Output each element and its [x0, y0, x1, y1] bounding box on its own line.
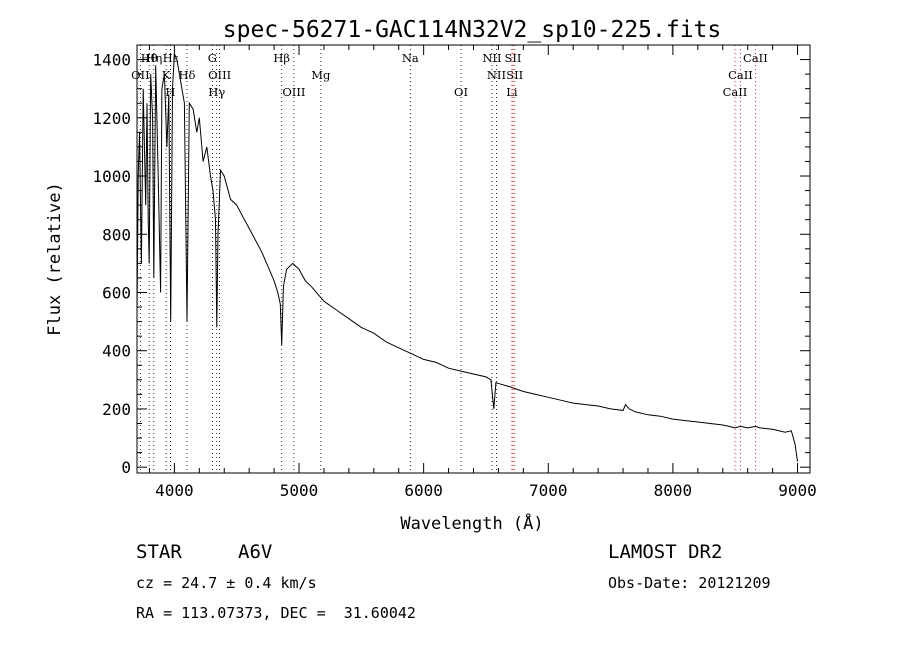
- y-tick-label: 0: [121, 458, 131, 477]
- marker-label-10: Hβ: [273, 51, 290, 65]
- plot-frame: [136, 44, 811, 474]
- survey-name: LAMOST DR2: [608, 541, 723, 563]
- marker-label-6: Hδ: [178, 68, 195, 82]
- y-axis-ticks: 0 200 400 600 800 1000 1200 1400: [92, 51, 810, 477]
- marker-label-18: SII: [506, 68, 523, 82]
- marker-label-17: SII: [505, 51, 522, 65]
- y-axis-label: Flux (relative): [45, 182, 65, 336]
- marker-label-19: Li: [506, 85, 518, 99]
- marker-label-11: OIII: [282, 85, 305, 99]
- marker-label-8: OIII: [208, 68, 231, 82]
- y-tick-label: 200: [102, 400, 131, 419]
- x-axis-ticks: 4000 5000 6000 7000 8000 9000: [148, 45, 817, 500]
- spectrum-series-line: [136, 53, 798, 462]
- sky-coordinates: RA = 113.07373, DEC = 31.60042: [136, 604, 416, 622]
- marker-label-2: OII: [131, 68, 150, 82]
- y-tick-label: 800: [102, 225, 131, 244]
- y-tick-label: 600: [102, 283, 131, 302]
- y-tick-label: 1000: [92, 167, 131, 186]
- y-tick-label: 1200: [92, 109, 131, 128]
- x-tick-label: 5000: [280, 481, 319, 500]
- marker-label-9: Hγ: [208, 85, 225, 99]
- marker-label-16: NII: [487, 68, 506, 82]
- marker-label-0: Hθ: [141, 51, 158, 65]
- marker-label-1: Hη: [145, 51, 162, 65]
- marker-label-14: OI: [454, 85, 468, 99]
- line-marker-lines: [139, 45, 756, 473]
- marker-label-15: NII: [482, 51, 501, 65]
- x-axis-label: Wavelength (Å): [400, 512, 543, 534]
- x-tick-label: 9000: [778, 481, 817, 500]
- y-tick-label: 1400: [92, 51, 131, 70]
- object-class: STAR: [136, 541, 182, 563]
- marker-label-21: CaII: [728, 68, 753, 82]
- line-marker-labels: HθHηOIIHεKHHδGOIIIHγHβOIIIMgNaOINIINIISI…: [131, 51, 768, 99]
- observation-date: Obs-Date: 20121209: [608, 574, 771, 592]
- x-tick-label: 4000: [155, 481, 194, 500]
- chart-title: spec-56271-GAC114N32V2_sp10-225.fits: [223, 17, 722, 43]
- object-subclass: A6V: [238, 541, 273, 563]
- y-tick-label: 400: [102, 342, 131, 361]
- marker-label-7: G: [208, 51, 217, 65]
- x-tick-label: 8000: [654, 481, 693, 500]
- x-tick-label: 7000: [529, 481, 568, 500]
- marker-label-4: K: [162, 68, 171, 82]
- redshift-cz: cz = 24.7 ± 0.4 km/s: [136, 574, 317, 592]
- marker-label-5: H: [165, 85, 175, 99]
- x-tick-label: 6000: [404, 481, 443, 500]
- marker-label-12: Mg: [311, 68, 331, 82]
- marker-label-20: CaII: [743, 51, 768, 65]
- marker-label-22: CaII: [723, 85, 748, 99]
- marker-label-13: Na: [402, 51, 419, 65]
